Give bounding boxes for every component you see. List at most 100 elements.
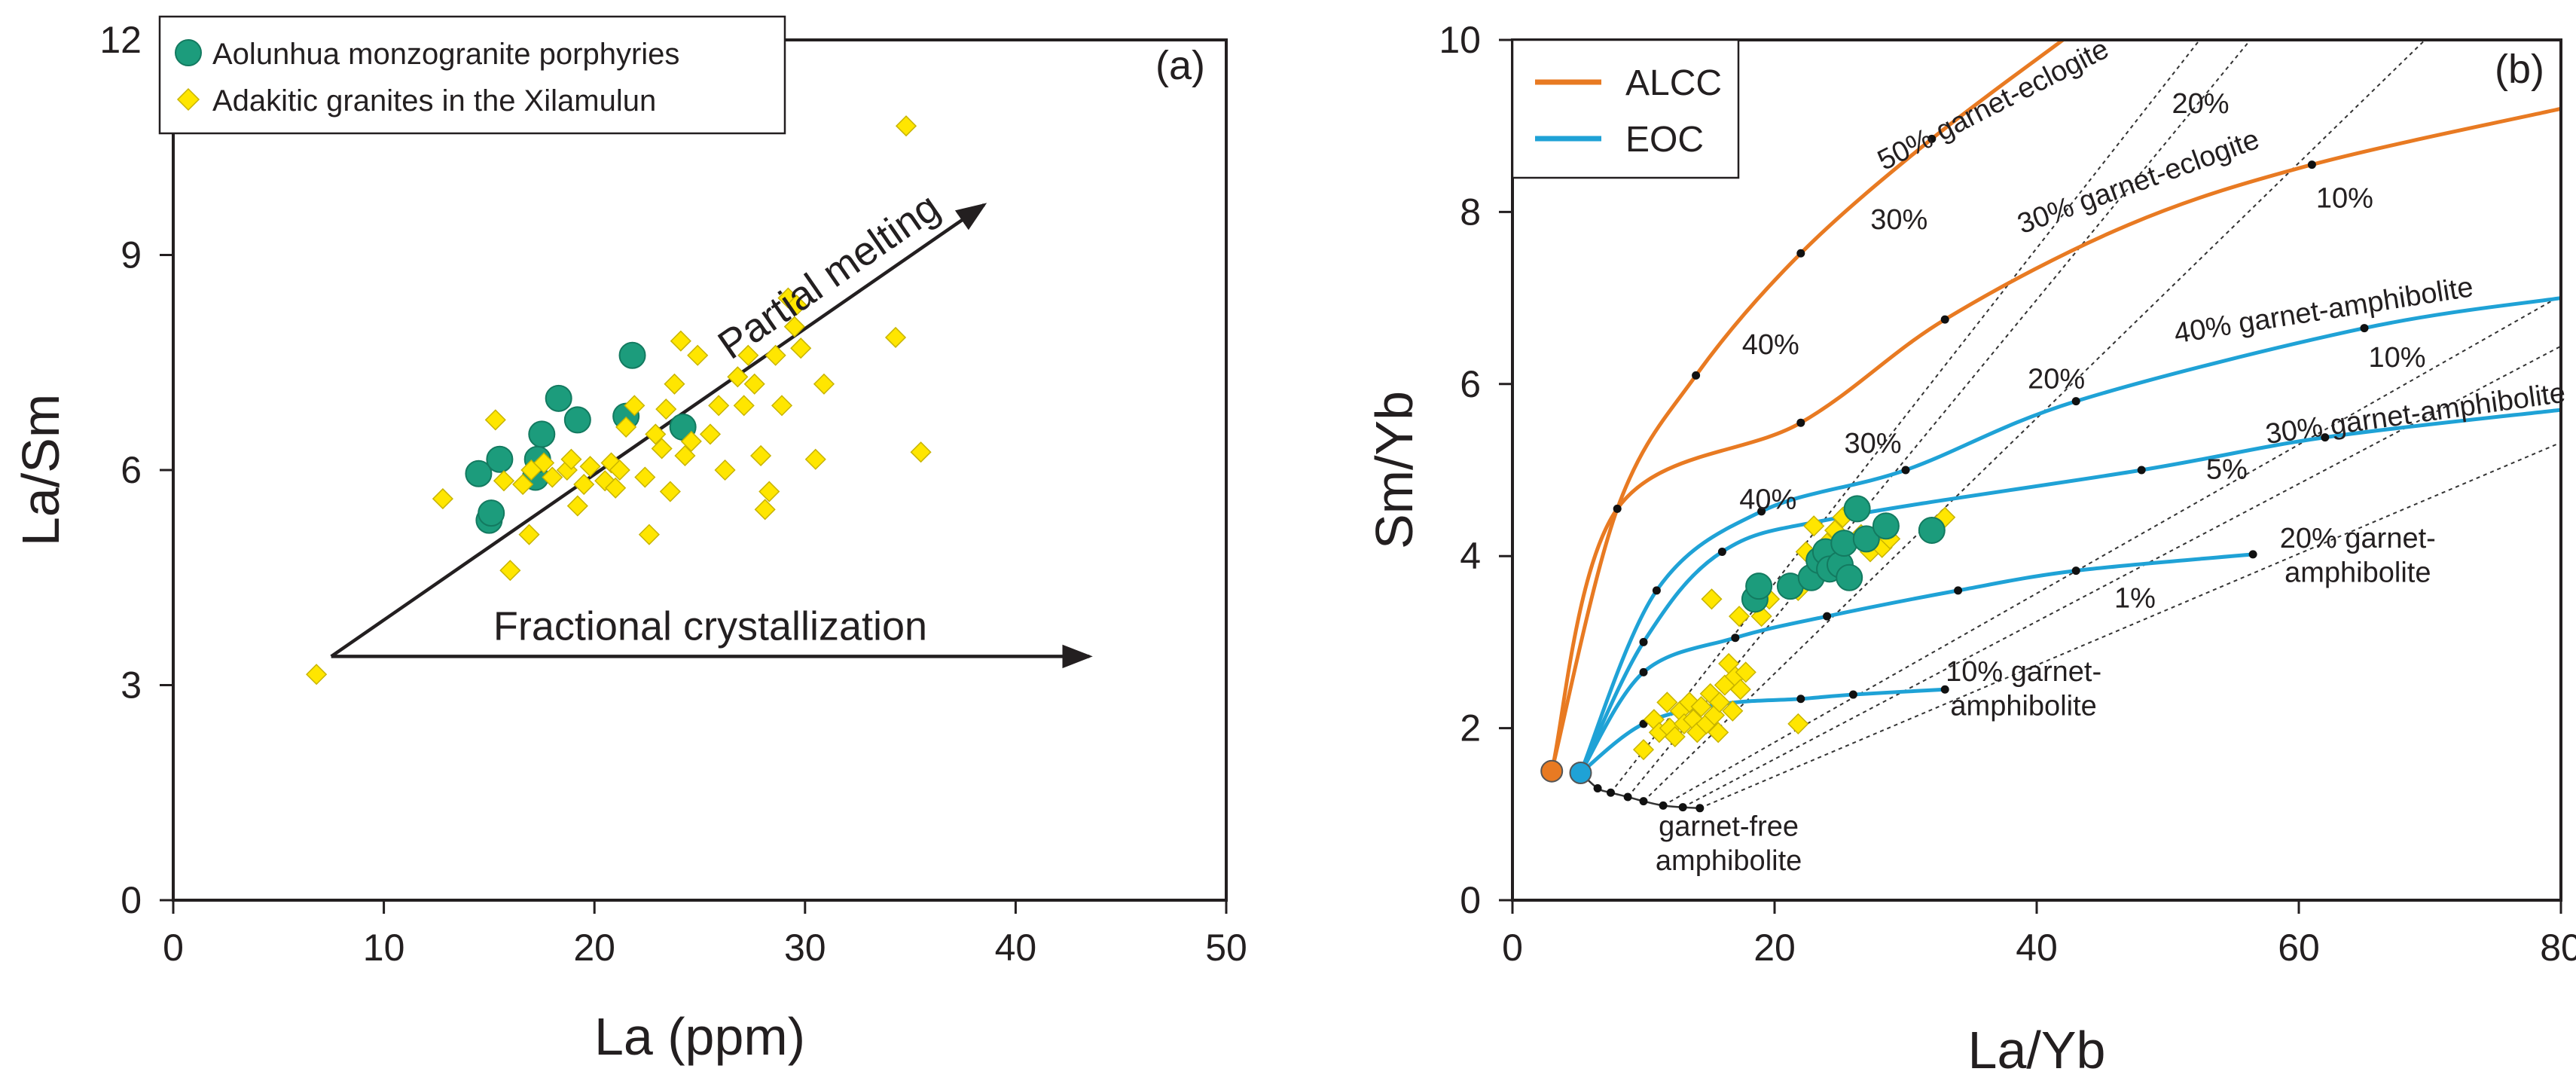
panel-a-y-axis-title: La/Sm — [11, 394, 70, 546]
data-point-aolunhua — [1918, 516, 1946, 544]
panel-b-points — [1540, 495, 1956, 784]
legend-marker-aolunhua — [175, 39, 202, 66]
melt-fraction-tick — [2071, 566, 2080, 576]
data-point-xilamulun — [638, 524, 660, 545]
data-point-aolunhua — [545, 384, 572, 412]
melt-fraction-tick — [1796, 418, 1805, 427]
legend-label: Adakitic granites in the Xilamulun — [212, 84, 656, 118]
curve-label: 30% — [1844, 428, 1901, 460]
data-point-xilamulun — [714, 459, 736, 481]
data-point-xilamulun — [655, 398, 677, 420]
melt-fraction-tick — [1692, 371, 1701, 380]
melt-fraction-tick — [2137, 466, 2146, 475]
legend-label: Aolunhua monzogranite porphyries — [212, 38, 679, 71]
curve-label: 40% — [1739, 484, 1796, 515]
melt-fraction-tick — [1848, 690, 1857, 699]
panel-b-legend-box — [1511, 38, 1740, 179]
data-point-aolunhua — [486, 445, 514, 473]
data-point-aolunhua — [528, 420, 556, 448]
curve-label: 30% garnet-eclogite — [2013, 124, 2263, 240]
curve-label: 50% garnet-eclogite — [1872, 33, 2114, 177]
panel-b-label: (b) — [2495, 47, 2544, 92]
data-point-xilamulun — [1708, 722, 1729, 743]
melt-fraction-tick — [1796, 249, 1805, 258]
panel-a-plot-frame — [172, 38, 1228, 902]
data-point-xilamulun — [566, 495, 588, 517]
x-tick-label: 60 — [2278, 927, 2320, 969]
y-tick-label: 0 — [1460, 879, 1481, 921]
curve-label: 40% — [1742, 329, 1799, 361]
x-tick-label: 20 — [1753, 927, 1796, 969]
data-point-aolunhua — [1843, 495, 1871, 523]
data-point-xilamulun — [512, 473, 534, 496]
melt-fraction-tick — [1613, 504, 1622, 513]
curve-label: 1% — [2114, 583, 2156, 615]
data-point-xilamulun — [1708, 692, 1730, 713]
data-point-xilamulun — [680, 430, 702, 452]
data-point-xilamulun — [560, 448, 582, 470]
melt-fraction-tick — [1927, 134, 1937, 143]
data-point-aolunhua — [1872, 512, 1900, 540]
data-point-xilamulun — [664, 373, 685, 395]
data-point-aolunhua — [563, 406, 591, 434]
curve-label: 10% — [2368, 342, 2425, 374]
melt-fraction-tick — [1954, 586, 1963, 595]
panel-a-label: (a) — [1155, 43, 1205, 88]
data-point-xilamulun — [1664, 725, 1686, 748]
panel-a-legend: Aolunhua monzogranite porphyries Adakitic… — [158, 15, 786, 135]
panel-a-ticks: 0 10 20 30 40 50 0 3 6 9 12 — [99, 19, 1247, 969]
x-tick-label: 50 — [1205, 927, 1247, 969]
source-start-point — [1569, 761, 1592, 784]
curve-label: amphibolite — [2285, 557, 2431, 588]
curve-label: 10% — [2316, 183, 2373, 215]
data-point-xilamulun — [758, 481, 780, 502]
melt-fraction-tick — [1639, 637, 1648, 646]
data-point-xilamulun — [754, 499, 776, 521]
melt-fraction-tick — [1607, 788, 1615, 797]
melt-fraction-tick — [1652, 586, 1661, 595]
melt-fraction-tick — [1901, 466, 1910, 475]
data-point-xilamulun — [771, 395, 793, 417]
melt-fraction-tick — [1593, 784, 1602, 793]
data-point-xilamulun — [659, 481, 681, 502]
data-point-xilamulun — [605, 477, 627, 499]
panel-b-x-axis-title: La/Yb — [1968, 1021, 2106, 1079]
panel-b-y-axis-title: Sm/Yb — [1365, 391, 1424, 549]
y-tick-label: 8 — [1460, 191, 1481, 233]
melt-fraction-tick — [1940, 315, 1949, 324]
data-point-xilamulun — [1656, 692, 1678, 713]
x-tick-label: 40 — [995, 927, 1037, 969]
y-tick-label: 12 — [99, 19, 142, 61]
y-tick-label: 4 — [1460, 535, 1481, 577]
melt-fraction-tick — [2248, 550, 2257, 559]
curve-label: amphibolite — [1656, 845, 1802, 877]
data-point-xilamulun — [645, 423, 667, 445]
x-tick-label: 80 — [2540, 927, 2576, 969]
melt-fraction-tick — [1639, 719, 1648, 728]
melt-fraction-tick — [1695, 804, 1705, 813]
data-point-aolunhua — [1745, 573, 1773, 600]
curve-label: 20% — [2172, 88, 2229, 120]
data-point-xilamulun — [432, 488, 453, 510]
y-tick-label: 10 — [1439, 19, 1481, 61]
melt-fraction-tick — [2360, 324, 2369, 333]
data-point-xilamulun — [573, 473, 595, 496]
data-point-xilamulun — [733, 395, 755, 417]
data-point-xilamulun — [674, 444, 696, 467]
panel-a-legend-box — [158, 15, 786, 135]
data-point-aolunhua — [1852, 525, 1880, 553]
y-tick-label: 6 — [121, 449, 142, 491]
data-point-xilamulun — [518, 524, 540, 545]
x-tick-label: 0 — [1502, 927, 1523, 969]
x-tick-label: 10 — [363, 927, 405, 969]
melt-fraction-tick — [1731, 634, 1740, 643]
panel-b-ticks: 0 20 40 60 80 0 2 4 6 8 10 — [1439, 19, 2576, 969]
mixing-line — [1682, 345, 2561, 808]
data-point-xilamulun — [1722, 700, 1744, 722]
data-point-xilamulun — [615, 416, 637, 438]
melt-fraction-tick — [1659, 801, 1668, 810]
fractional-crystallization-label: Fractional crystallization — [493, 603, 927, 649]
data-point-xilamulun — [708, 395, 730, 417]
